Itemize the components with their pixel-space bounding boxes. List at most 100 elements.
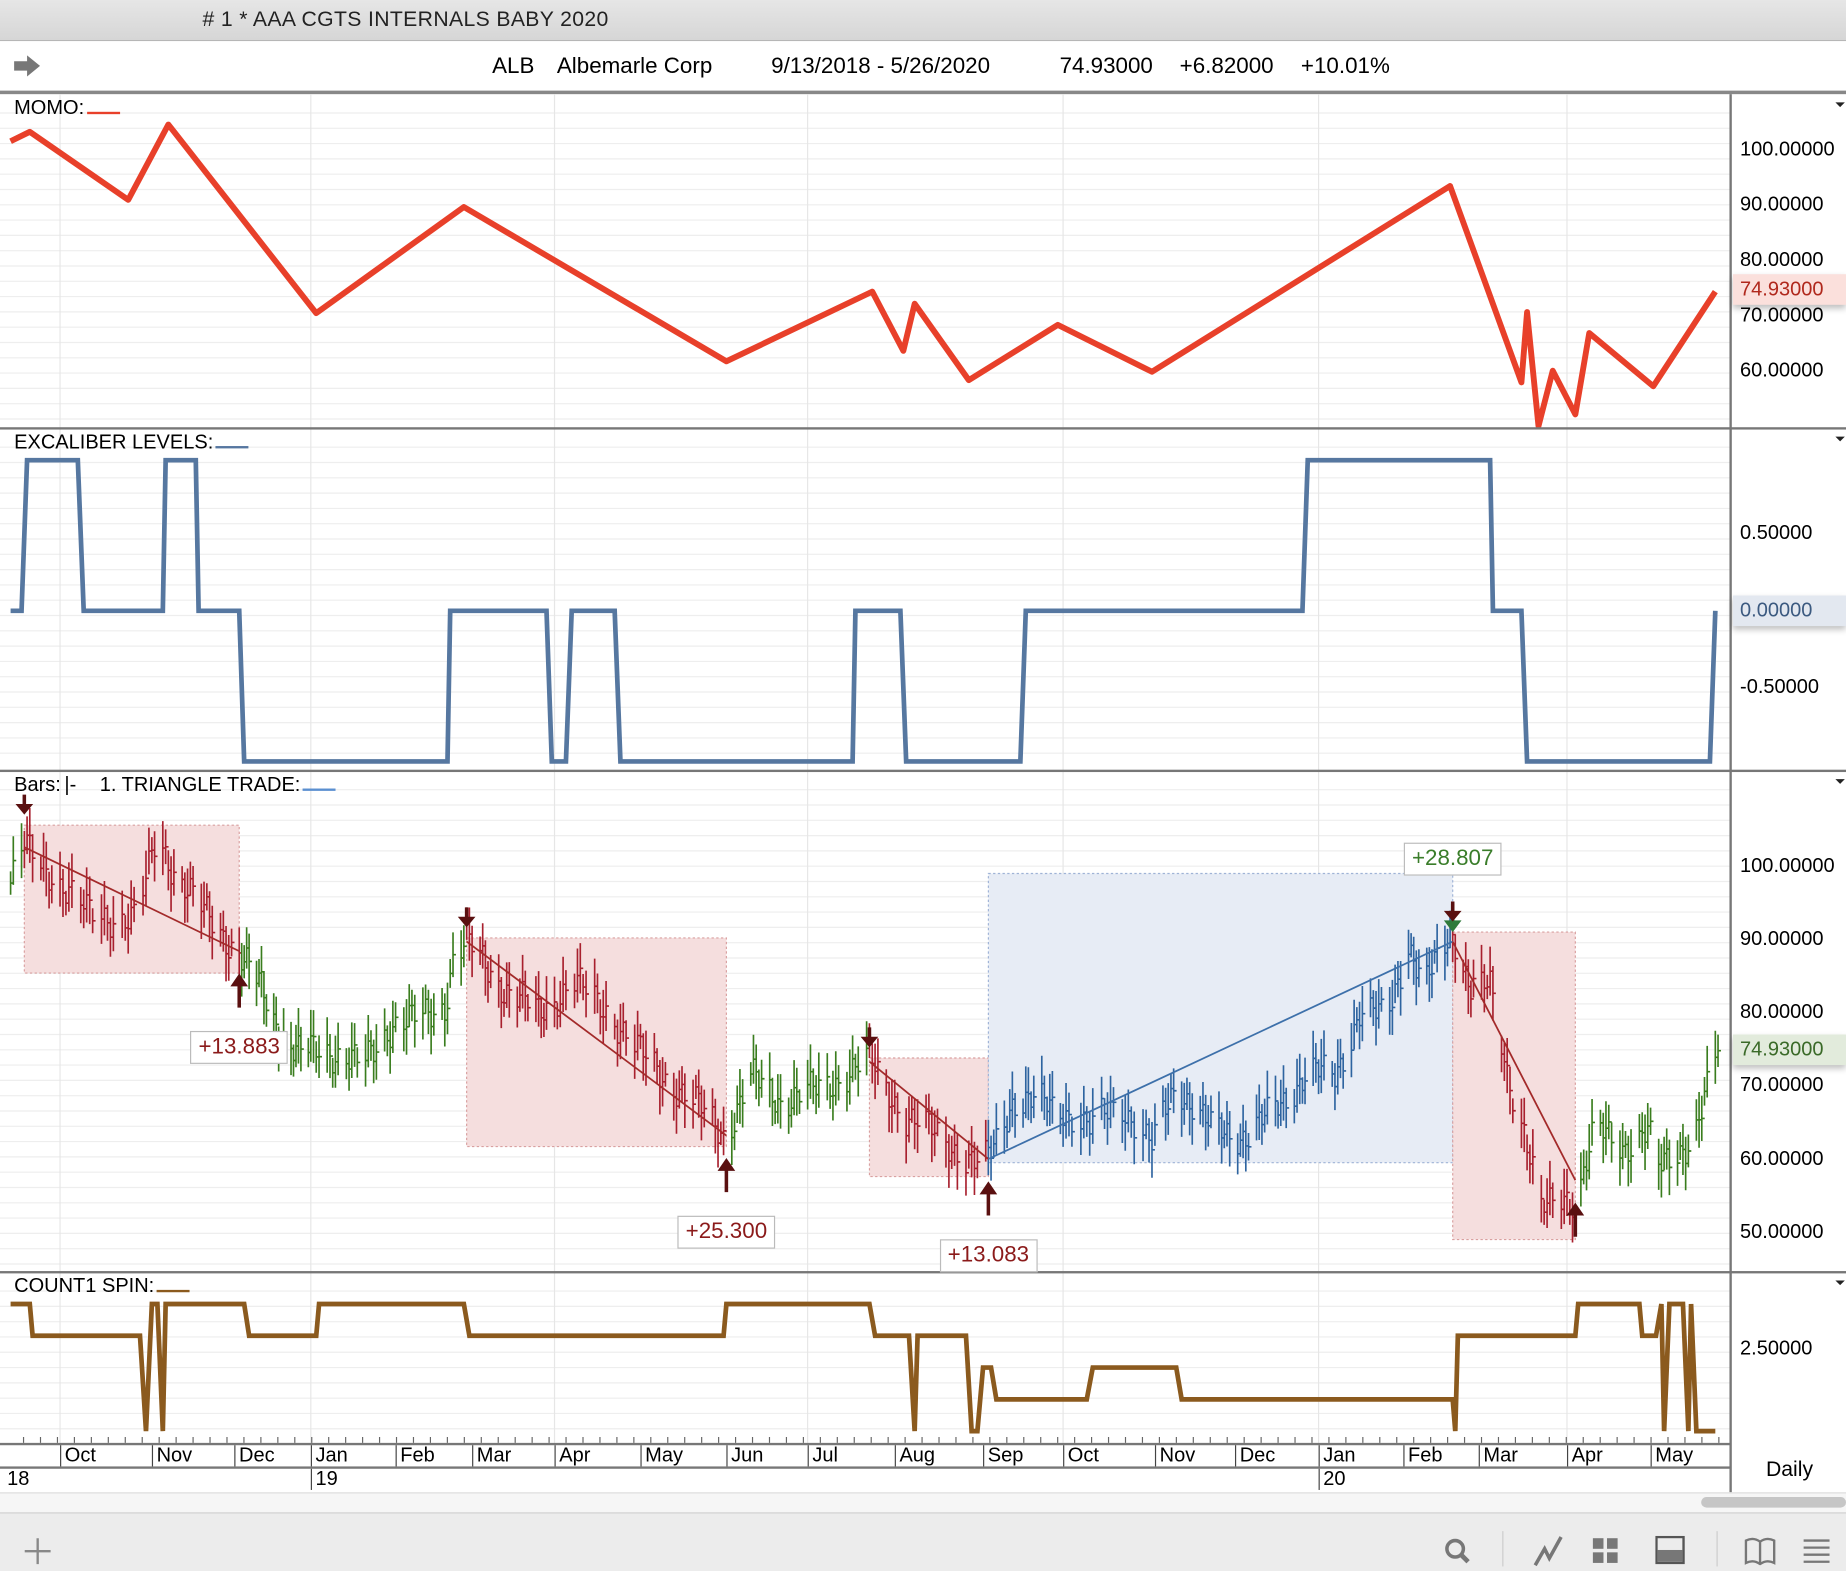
price-bar: [173, 849, 177, 896]
toolbar-separator: [1716, 1531, 1718, 1567]
price-bar: [230, 928, 235, 957]
price-bar: [1380, 986, 1385, 1012]
price-bar: [760, 1059, 765, 1098]
scrollbar-thumb[interactable]: [1701, 1497, 1846, 1508]
year-label: 20: [1318, 1468, 1346, 1490]
search-icon[interactable]: [1443, 1537, 1471, 1565]
price-bar: [1342, 1053, 1347, 1089]
trade-arrows: [15, 794, 1585, 1237]
line-chart-icon[interactable]: [1533, 1535, 1564, 1568]
price-bar: [433, 993, 437, 1036]
count-label-text: COUNT1 SPIN:: [14, 1274, 155, 1297]
price-bar: [1540, 1175, 1545, 1223]
menu-icon[interactable]: [1801, 1537, 1832, 1565]
price-bar: [153, 831, 158, 882]
panel-divider: [0, 1442, 1731, 1446]
price-bar: [112, 896, 117, 952]
price-bar: [1551, 1182, 1556, 1218]
price-bar: [508, 962, 513, 1018]
bottom-toolbar: [0, 1512, 1846, 1571]
price-bar: [1071, 1116, 1075, 1147]
panel-menu-icon[interactable]: [1835, 779, 1845, 784]
cover-arrow-icon: [979, 1181, 998, 1216]
period-selector[interactable]: Daily: [1765, 1457, 1814, 1481]
price-tick: 50.00000: [1740, 1220, 1824, 1243]
chart-plot-area[interactable]: [0, 0, 1731, 1570]
grid-icon[interactable]: [1592, 1537, 1620, 1565]
price-bar: [50, 865, 55, 904]
price-bar: [1191, 1093, 1196, 1145]
price-bar: [1304, 1057, 1308, 1105]
price-bar: [452, 932, 456, 978]
trade-trend-line: [1451, 941, 1577, 1181]
momo-label: MOMO:: [14, 97, 120, 121]
price-bar: [329, 1034, 333, 1079]
toolbar-separator: [1502, 1531, 1504, 1567]
trade-trend-line: [988, 940, 1454, 1160]
month-label: Nov: [151, 1445, 192, 1467]
panel-divider: [0, 1466, 1731, 1469]
cover-arrow-icon: [230, 973, 249, 1008]
symbol: ALB: [492, 54, 535, 79]
price-bar: [1151, 1122, 1155, 1178]
arrow-right-icon[interactable]: [13, 54, 41, 78]
price-bar: [722, 1106, 727, 1156]
panel-menu-icon[interactable]: [1835, 436, 1845, 442]
price-bar: [1167, 1083, 1172, 1135]
triangle-trade-label: 1. TRIANGLE TRADE:: [99, 773, 301, 796]
horizontal-scrollbar[interactable]: [0, 1492, 1846, 1513]
price-bar: [741, 1079, 746, 1128]
plus-icon[interactable]: [24, 1537, 52, 1565]
price-bar: [527, 994, 531, 1022]
price-bar: [88, 876, 93, 925]
price-bar: [192, 865, 197, 907]
price-bar: [375, 1024, 380, 1080]
price-bar: [248, 933, 253, 990]
last-price: 74.93000: [1059, 54, 1153, 79]
price-bar: [265, 994, 270, 1027]
month-label: Apr: [1566, 1445, 1603, 1467]
trade-result-label: +13.083: [939, 1239, 1038, 1272]
momo-tick: 60.00000: [1740, 358, 1824, 382]
price-bar: [145, 850, 149, 906]
panel-menu-icon[interactable]: [1835, 1280, 1845, 1286]
price-tick: 60.00000: [1740, 1147, 1824, 1170]
price-bar: [733, 1112, 738, 1151]
momo-tick: 80.00000: [1740, 248, 1824, 271]
month-label: Jul: [807, 1445, 838, 1467]
price-bar: [1706, 1045, 1711, 1098]
price-bar: [995, 1103, 1000, 1155]
price-bar: [1700, 1095, 1705, 1142]
book-icon[interactable]: [1744, 1537, 1777, 1566]
price-bar: [1172, 1068, 1177, 1114]
excaliber-last-value: 0.00000: [1732, 595, 1846, 627]
price-bar: [318, 1035, 322, 1079]
price-bar: [1051, 1070, 1056, 1124]
month-label: May: [1650, 1445, 1693, 1467]
sell-arrow-icon: [1443, 901, 1462, 922]
month-label: Aug: [894, 1445, 935, 1467]
price-bar: [211, 905, 216, 960]
bars-label: Bars: |- 1. TRIANGLE TRADE:: [14, 773, 336, 797]
bars-glyph: |-: [64, 773, 77, 796]
count-label: COUNT1 SPIN:: [14, 1274, 190, 1299]
company-name: Albemarle Corp: [556, 54, 713, 79]
price-bar: [1006, 1115, 1011, 1148]
price-bar: [1274, 1075, 1279, 1127]
price-bar: [817, 1052, 822, 1108]
count1-spin-series-line: [10, 1301, 1716, 1434]
price-bar: [1630, 1129, 1634, 1183]
price-bar: [1418, 949, 1422, 988]
momo-last-value: 74.93000: [1732, 274, 1846, 305]
panel-icon[interactable]: [1655, 1535, 1686, 1567]
price-bar: [121, 890, 126, 938]
panel-menu-icon[interactable]: [1835, 102, 1845, 108]
price-bar: [413, 994, 418, 1048]
price-bar: [565, 970, 569, 1011]
price-bar: [596, 973, 601, 1014]
price-bar: [1228, 1110, 1233, 1167]
panel-divider: [0, 1271, 1846, 1274]
price-bar: [798, 1089, 803, 1115]
month-label: Dec: [234, 1445, 275, 1467]
bars-label-text: Bars:: [14, 773, 61, 796]
